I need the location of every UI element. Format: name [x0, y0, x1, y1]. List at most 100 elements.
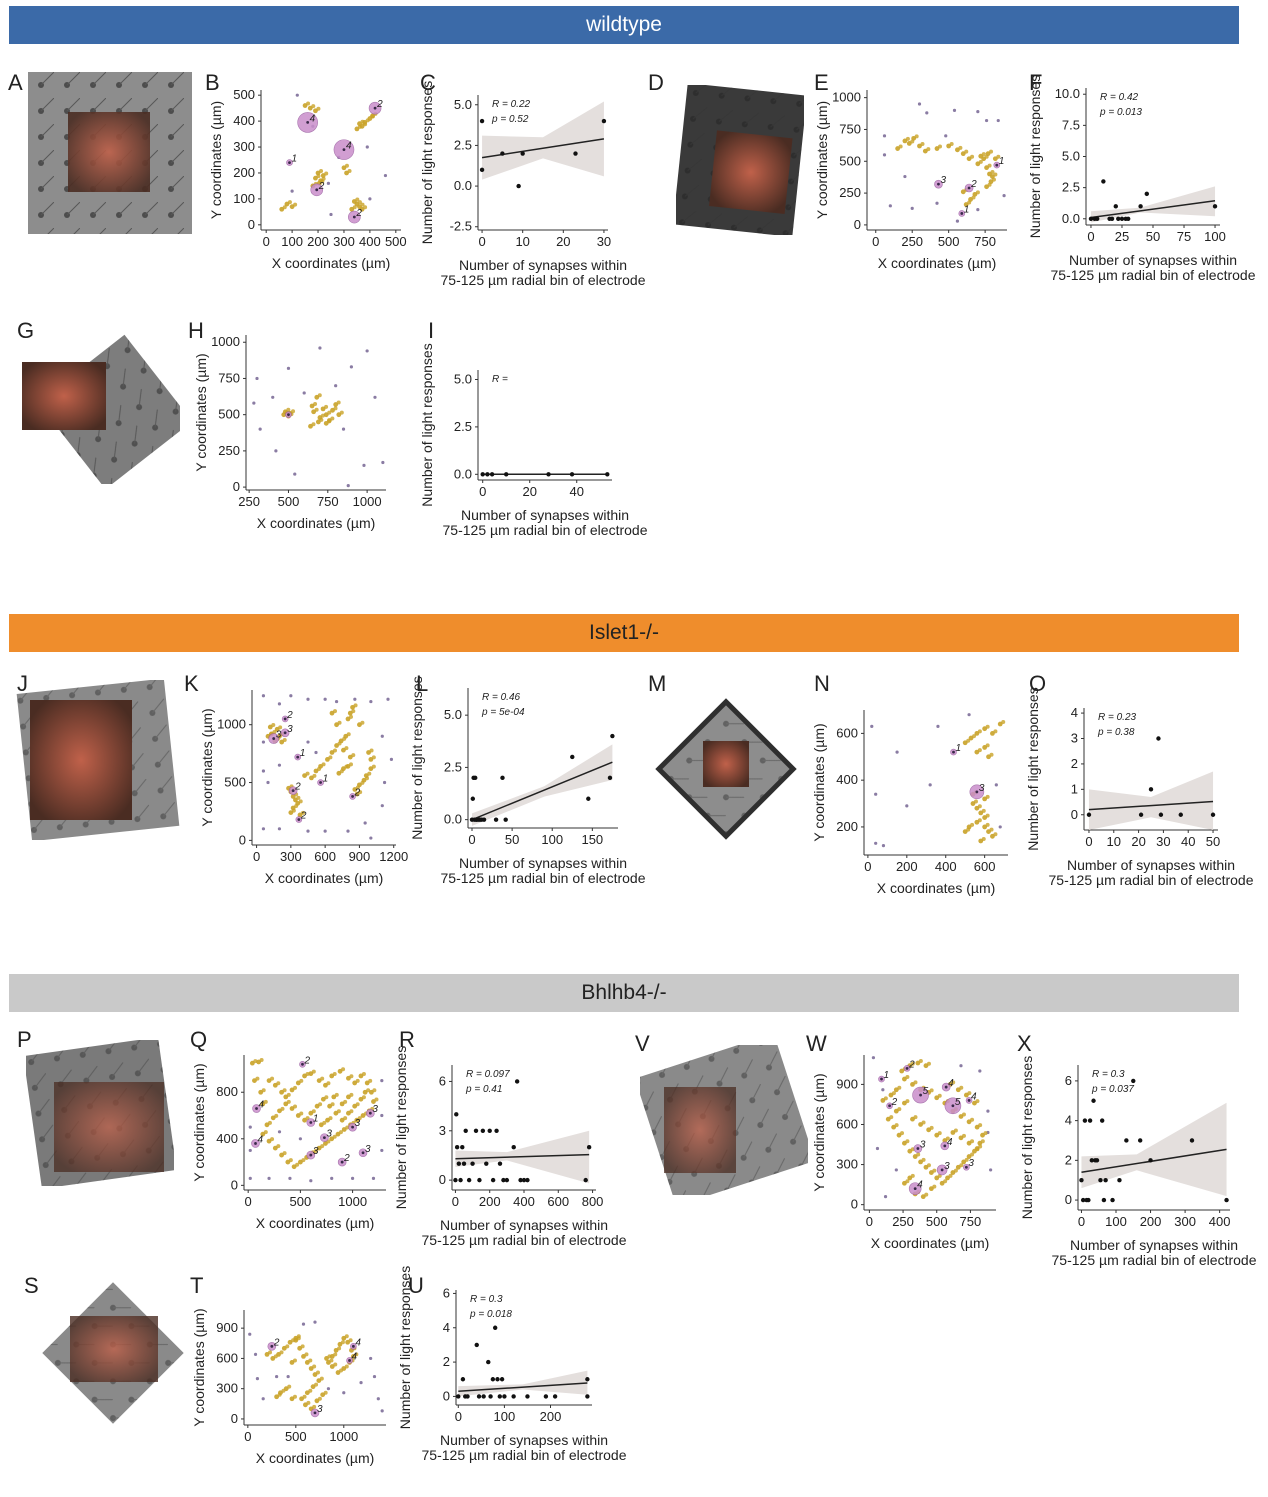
- x-axis-title-line1: Number of synapses within: [459, 855, 627, 871]
- electrode-point: [383, 173, 388, 178]
- electrode-point: [895, 750, 899, 754]
- electrode-point: [346, 484, 350, 488]
- x-tick-label: 0: [455, 1409, 462, 1424]
- synapse-point: [270, 1076, 275, 1081]
- electrode-point: [986, 1109, 990, 1113]
- synapse-point: [987, 163, 992, 168]
- synapse-point: [959, 1163, 964, 1168]
- electrode-point: [326, 1387, 331, 1391]
- stat-p: p = 0.018: [469, 1309, 512, 1320]
- synapse-point: [349, 1092, 354, 1097]
- x-axis-title-line2: 75-125 µm radial bin of electrode: [422, 1232, 627, 1248]
- y-axis-title: Y coordinates (µm): [208, 101, 224, 219]
- electrode-point: [329, 212, 333, 217]
- electrode-point: [306, 697, 310, 701]
- data-point: [456, 1161, 462, 1166]
- synapse-point: [278, 725, 283, 730]
- response-count-label: 3: [920, 1140, 926, 1151]
- y-tick-label: 7.5: [1062, 117, 1080, 132]
- electrode-point: [261, 827, 266, 831]
- synapse-point: [354, 1352, 359, 1357]
- y-tick-label: 1: [1071, 781, 1078, 796]
- synapse-point: [347, 168, 352, 173]
- synapse-point: [951, 1080, 956, 1085]
- responsive-electrode-center: [880, 1077, 883, 1081]
- responsive-electrode-center: [348, 1359, 351, 1362]
- data-point: [480, 472, 485, 477]
- data-point: [485, 472, 490, 477]
- data-point: [1138, 204, 1143, 209]
- synapse-point: [958, 145, 963, 150]
- data-point: [1080, 1197, 1086, 1203]
- synapse-point: [285, 1344, 290, 1349]
- responsive-electrode-center: [301, 1062, 304, 1066]
- synapse-point: [344, 764, 349, 769]
- panel-label-v: V: [635, 1031, 650, 1056]
- synapse-point: [964, 149, 969, 154]
- synapse-point: [337, 1346, 342, 1351]
- synapse-point: [320, 179, 325, 184]
- synapse-point: [308, 1388, 313, 1393]
- x-tick-label: 500: [926, 1214, 948, 1229]
- data-point: [463, 1128, 468, 1133]
- synapse-point: [987, 182, 992, 187]
- y-tick-label: 0.0: [454, 178, 472, 193]
- electrode-point: [266, 780, 270, 785]
- electrode-point: [380, 804, 384, 808]
- electrode-point: [255, 376, 259, 381]
- y-axis-title: Y coordinates (µm): [191, 1308, 207, 1426]
- data-point: [500, 151, 505, 156]
- synapse-point: [306, 101, 311, 106]
- synapse-point: [294, 803, 299, 808]
- electrode-point: [286, 366, 291, 370]
- x-tick-label: 600: [547, 1194, 569, 1209]
- synapse-point: [327, 410, 332, 415]
- responsive-electrode-center: [952, 750, 955, 754]
- responsive-electrode-center: [270, 1344, 274, 1348]
- synapse-point: [897, 1085, 902, 1090]
- electrode-point: [255, 1376, 260, 1381]
- response-count-label: 2: [970, 179, 977, 190]
- y-tick-label: 0: [233, 479, 240, 494]
- x-tick-label: 30: [1156, 834, 1170, 849]
- electrode-point: [267, 1176, 271, 1180]
- responsive-electrode-center: [319, 781, 322, 784]
- data-point: [501, 1177, 506, 1183]
- synapse-point: [300, 1344, 305, 1349]
- x-axis-title-line2: 75-125 µm radial bin of electrode: [422, 1447, 627, 1463]
- data-point: [474, 1342, 479, 1348]
- synapse-point: [351, 753, 356, 758]
- x-tick-label: 0: [253, 849, 260, 864]
- x-tick-label: 40: [570, 484, 584, 499]
- y-tick-label: 2.5: [454, 137, 472, 152]
- data-point: [1212, 204, 1218, 209]
- response-count-label: 4: [257, 1134, 263, 1145]
- data-point: [1119, 216, 1125, 221]
- synapse-point: [326, 1081, 331, 1086]
- responsive-electrode-center: [315, 188, 319, 192]
- synapse-point: [972, 734, 977, 739]
- response-count-label: 1: [999, 156, 1005, 167]
- synapse-point: [271, 723, 276, 728]
- responsive-electrode-center: [940, 1168, 944, 1172]
- stat-r: R = 0.23: [1098, 712, 1137, 723]
- response-count-label: 3: [355, 1118, 361, 1129]
- synapse-point: [344, 746, 349, 751]
- data-point: [552, 1394, 558, 1399]
- x-axis-title: X coordinates (µm): [272, 255, 391, 271]
- synapse-point: [959, 1085, 964, 1090]
- electrode-point: [309, 1179, 313, 1183]
- y-axis-title: Number of light responses: [1019, 1056, 1035, 1219]
- electrode-point: [372, 1374, 377, 1379]
- x-tick-label: 0: [1085, 834, 1092, 849]
- data-point: [1144, 191, 1149, 197]
- synapse-point: [981, 152, 986, 157]
- synapse-point: [320, 1076, 325, 1081]
- electrode-point: [875, 1146, 880, 1151]
- synapse-point: [913, 1080, 918, 1085]
- synapse-point: [304, 1352, 309, 1357]
- y-tick-label: 750: [839, 121, 861, 136]
- synapse-point: [374, 1097, 379, 1102]
- synapse-point: [985, 822, 990, 827]
- data-point: [503, 817, 508, 822]
